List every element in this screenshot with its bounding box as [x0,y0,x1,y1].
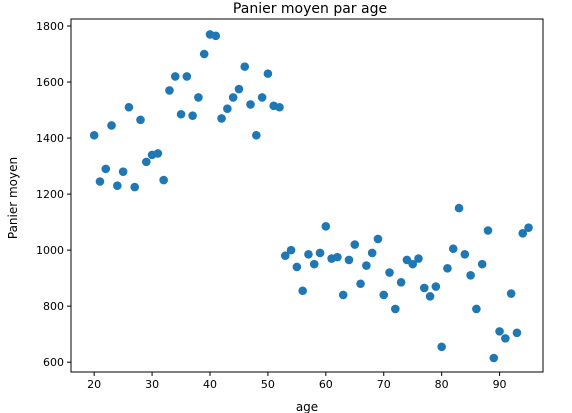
plot-frame [70,18,544,373]
data-point [460,250,470,259]
x-axis-ticks: 20 30 40 50 60 70 80 90 [87,372,507,391]
data-point [170,72,180,81]
data-point [188,111,197,120]
data-point [228,93,238,102]
data-point [472,304,481,314]
y-axis-ticks: 600 800 1000 1200 1400 1600 1800 [36,20,71,369]
data-point [419,283,429,293]
data-point [350,240,360,249]
data-point [275,102,284,112]
data-point [367,248,377,258]
data-point [182,72,192,81]
data-point [124,102,134,112]
data-point [141,157,151,167]
data-point [176,109,186,119]
data-point [431,282,441,291]
data-point [165,86,174,95]
data-point [153,149,163,158]
data-point [501,334,510,343]
data-point [321,222,331,231]
data-point [159,175,168,185]
data-point [223,104,232,113]
data-point [199,49,209,59]
data-point [217,114,226,123]
data-point [95,177,105,186]
data-point [130,182,140,192]
y-tick-label: 1200 [36,188,64,201]
x-tick-label: 90 [493,378,507,391]
data-point [489,353,499,363]
data-point [385,268,394,277]
data-point [292,262,302,272]
data-point [437,342,446,352]
y-axis-label: Panier moyen [6,157,20,239]
data-point [89,130,99,140]
data-point [379,290,389,300]
x-axis-label: age [296,400,318,413]
data-point [107,121,116,130]
data-point [280,251,290,261]
data-point [315,248,325,258]
x-tick-label: 70 [377,378,391,391]
x-tick-label: 50 [261,378,275,391]
data-point [512,328,522,338]
data-point [333,252,342,262]
data-point [373,234,383,244]
y-tick-label: 1000 [36,244,64,257]
data-point [234,84,244,94]
data-point [425,292,435,301]
data-point [194,93,203,102]
data-point [391,304,400,314]
x-tick-label: 30 [145,378,159,391]
data-point [506,289,516,298]
data-point [362,261,371,270]
data-point [304,250,313,259]
data-point [477,259,487,269]
data-point [495,327,504,336]
data-point [263,69,273,78]
data-points [89,30,533,363]
data-point [454,203,464,213]
data-point [113,181,122,190]
data-point [414,254,423,263]
data-point [448,244,458,254]
chart-title: Panier moyen par age [233,1,387,17]
x-tick-label: 20 [87,378,101,391]
data-point [396,278,406,287]
x-tick-label: 60 [319,378,333,391]
data-point [136,115,145,125]
data-point [211,31,221,41]
data-point [356,279,365,289]
x-tick-label: 40 [203,378,217,391]
data-point [483,226,493,235]
y-tick-label: 1600 [36,76,64,89]
data-point [246,100,255,109]
y-tick-label: 600 [43,356,64,369]
data-point [240,62,250,71]
y-tick-label: 800 [43,300,64,313]
data-point [286,245,296,255]
y-tick-label: 1400 [36,132,64,145]
data-point [518,229,528,238]
data-point [252,130,261,140]
data-point [344,255,354,265]
data-point [309,259,319,269]
data-point [101,164,111,174]
data-point [298,286,307,296]
data-point [443,264,452,273]
data-point [338,290,348,300]
x-tick-label: 80 [435,378,449,391]
data-point [118,167,128,176]
data-point [408,259,417,269]
data-point [257,93,267,102]
data-point [466,271,475,280]
y-tick-label: 1800 [36,20,64,33]
data-point [524,223,533,233]
